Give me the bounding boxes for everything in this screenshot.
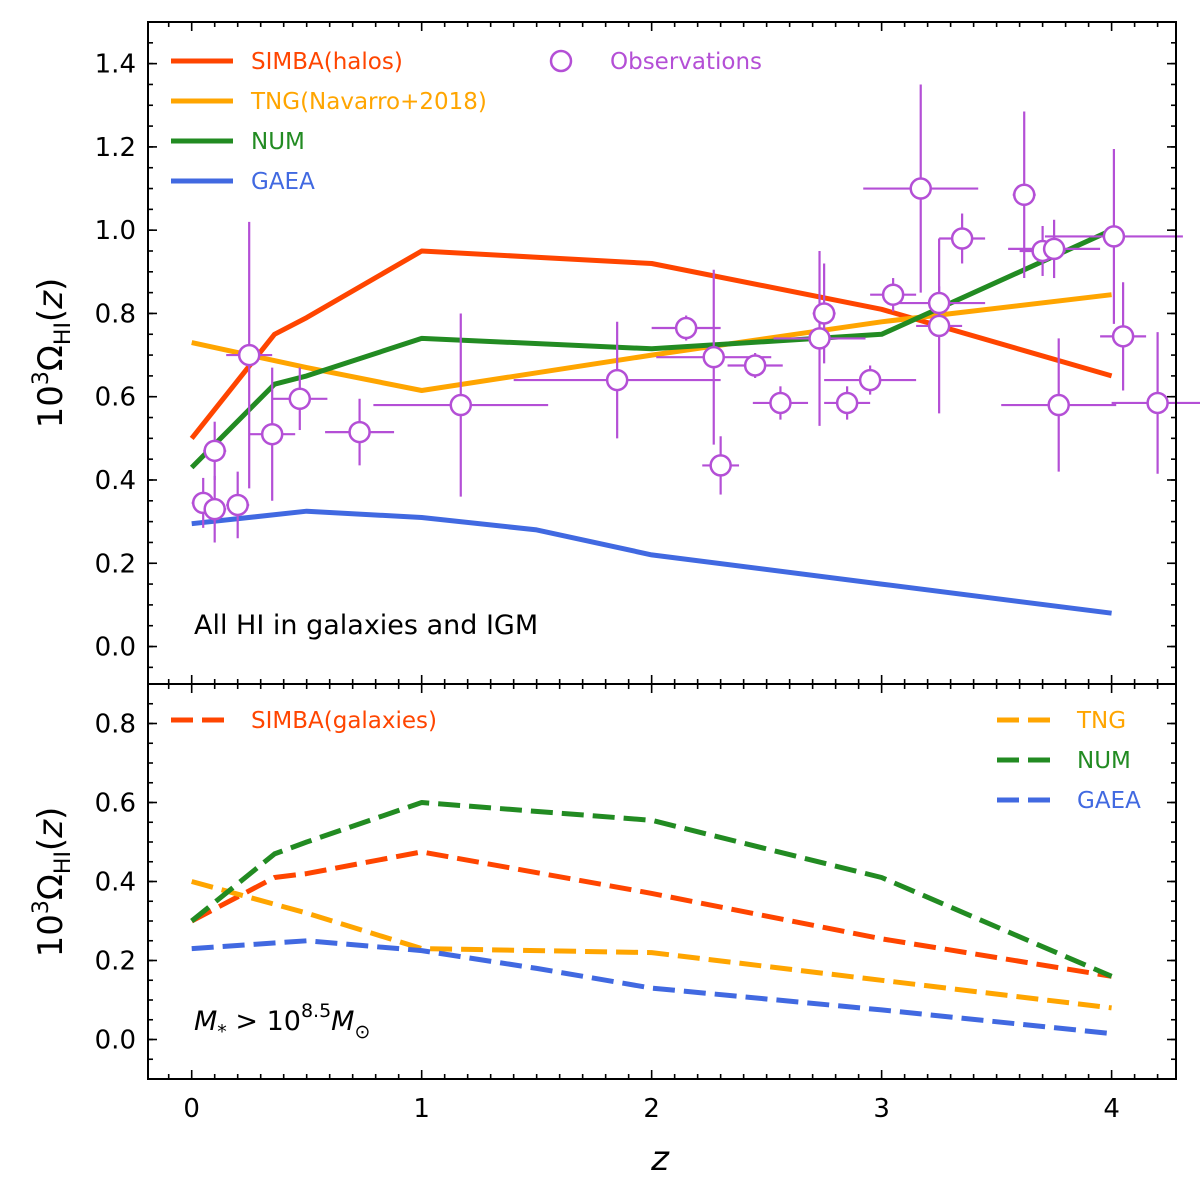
series-line-simba-halos- <box>189 248 1113 440</box>
observation-marker <box>1111 325 1135 348</box>
observation-marker <box>203 497 226 521</box>
y-tick-label: 0.0 <box>95 1026 136 1056</box>
observation-marker <box>702 345 725 369</box>
legend-label-observations: Observations <box>610 49 762 75</box>
series-line-num <box>189 227 1113 470</box>
y-tick-label: 1.4 <box>95 50 136 80</box>
bottom-y-tick-labels: 0.0 0.2 0.4 0.6 0.8 <box>95 710 136 1056</box>
observation-marker <box>288 387 312 411</box>
legend-label: SIMBA(galaxies) <box>251 708 437 734</box>
series-line-tng <box>191 879 1112 1011</box>
bottom-panel-series <box>190 800 1113 1037</box>
x-tick-label: 0 <box>183 1094 200 1124</box>
observation-marker <box>927 291 951 315</box>
top-annotation: All HI in galaxies and IGM <box>194 610 538 641</box>
legend-label: TNG(Navarro+2018) <box>250 89 487 115</box>
x-tick-label: 4 <box>1103 1094 1120 1124</box>
observation-marker <box>743 354 767 377</box>
bottom-panel-frame <box>147 683 1177 1080</box>
bottom-y-axis-label: 103ΩHI(z) <box>29 807 76 958</box>
top-panel-series <box>189 227 1113 616</box>
observation-marker <box>1047 393 1070 417</box>
legend-label: GAEA <box>251 169 315 195</box>
y-tick-label: 1.0 <box>95 216 136 246</box>
observation-marker <box>927 314 951 338</box>
x-tick-label: 2 <box>643 1094 660 1124</box>
series-line-num <box>190 800 1113 979</box>
y-tick-label: 0.4 <box>95 466 136 496</box>
legend-label: TNG <box>1076 708 1126 734</box>
legend-label: NUM <box>1077 748 1131 774</box>
observation-marker <box>1102 225 1126 248</box>
observation-marker <box>203 439 226 463</box>
series-line-simba-galaxies- <box>190 849 1113 979</box>
y-tick-label: 0.4 <box>95 868 136 898</box>
observation-marker <box>835 391 859 415</box>
bottom-legend: SIMBA(galaxies) TNG NUM GAEA <box>171 708 1141 814</box>
observation-marker <box>1146 391 1169 415</box>
legend-label: SIMBA(halos) <box>251 49 403 75</box>
observation-marker <box>1012 183 1036 207</box>
y-tick-label: 0.6 <box>95 789 136 819</box>
top-y-tick-labels: 0.0 0.2 0.4 0.6 0.8 1.0 1.2 1.4 <box>95 50 136 663</box>
series-line-gaea <box>191 508 1112 616</box>
series-line-tng-navarro-2018- <box>191 292 1112 393</box>
top-panel-observations <box>191 84 1200 543</box>
observation-marker <box>950 227 974 250</box>
observation-marker <box>237 343 261 367</box>
observation-marker <box>709 454 732 477</box>
y-tick-label: 0.8 <box>95 299 136 329</box>
legend-marker-observations <box>549 49 573 73</box>
y-tick-label: 0.2 <box>95 549 136 579</box>
observation-marker <box>808 327 831 350</box>
bottom-annotation: M* > 108.5M⊙ <box>194 1000 370 1043</box>
legend-label: NUM <box>251 129 305 155</box>
observation-marker <box>674 316 698 340</box>
legend-label: GAEA <box>1077 788 1141 814</box>
observation-marker <box>260 422 284 446</box>
observation-marker <box>1042 237 1066 261</box>
y-tick-label: 1.2 <box>95 133 136 163</box>
observation-marker <box>812 302 836 325</box>
observation-marker <box>605 368 629 392</box>
y-tick-label: 0.0 <box>95 633 136 663</box>
y-tick-label: 0.6 <box>95 383 136 413</box>
observation-marker <box>449 393 473 417</box>
observation-marker <box>909 177 932 200</box>
x-tick-label: 1 <box>413 1094 430 1124</box>
series-line-gaea <box>191 938 1112 1037</box>
observation-marker <box>858 368 882 392</box>
x-tick-label: 3 <box>873 1094 890 1124</box>
y-tick-label: 0.2 <box>95 947 136 977</box>
x-axis-label: z <box>650 1139 670 1179</box>
y-tick-label: 0.8 <box>95 710 136 740</box>
top-y-axis-label: 103ΩHI(z) <box>29 278 76 429</box>
observation-marker <box>226 493 249 517</box>
observation-marker <box>348 420 371 444</box>
observation-marker <box>881 283 905 306</box>
bottom-x-tick-labels: 0 1 2 3 4 <box>183 1094 1119 1124</box>
top-legend: SIMBA(halos) TNG(Navarro+2018) NUM GAEA Obse… <box>171 49 762 195</box>
observation-marker <box>769 391 792 415</box>
